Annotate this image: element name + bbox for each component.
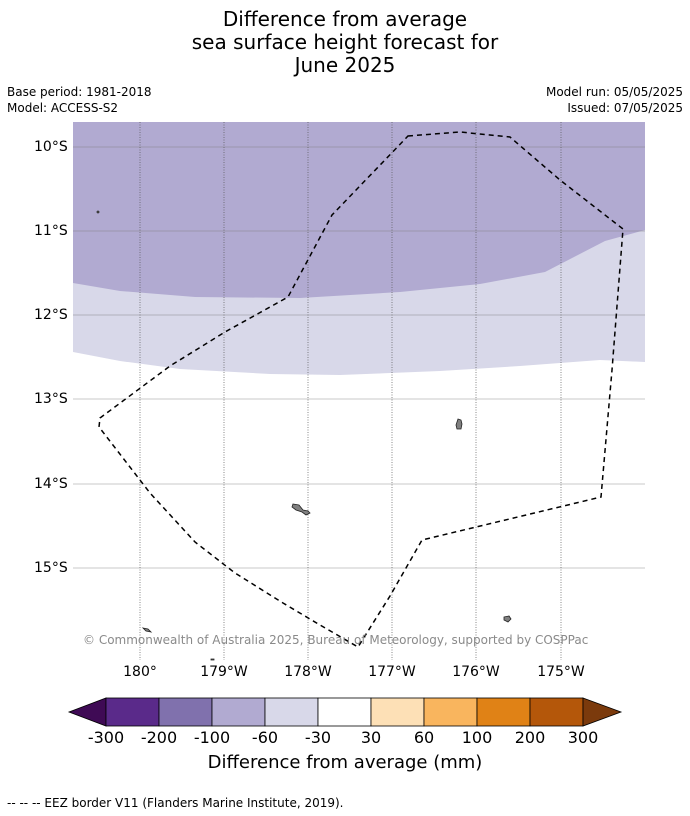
colorbar-bin-3 xyxy=(211,697,266,727)
colorbar-tick-label: -30 xyxy=(304,728,332,747)
island-northwest xyxy=(96,210,100,214)
lon-label-176w: 176°W xyxy=(452,664,500,680)
latitude-gridlines xyxy=(73,146,645,569)
colorbar-bin-2 xyxy=(158,697,213,727)
lavender-band xyxy=(73,122,645,298)
lon-label-175w: 175°W xyxy=(537,664,585,680)
colorbar-bin-9 xyxy=(529,697,584,727)
colorbar-tick-label: 300 xyxy=(567,728,599,747)
island-southeast xyxy=(503,615,512,623)
model-info: Base period: 1981-2018 Model: ACCESS-S2 xyxy=(7,84,152,116)
colorbar-tick-label: -300 xyxy=(87,728,125,747)
lat-label-11s: 11°S xyxy=(34,223,68,239)
eez-footnote: -- -- -- EEZ border V11 (Flanders Marine… xyxy=(7,796,344,810)
copyright-notice: © Commonwealth of Australia 2025, Bureau… xyxy=(83,633,589,647)
lon-label-177w: 177°W xyxy=(368,664,416,680)
run-info: Model run: 05/05/2025 Issued: 07/05/2025 xyxy=(546,84,683,116)
island-south xyxy=(210,658,215,661)
colorbar-tick-label: -200 xyxy=(140,728,178,747)
island-east xyxy=(455,418,463,430)
colorbar-tick-label: 100 xyxy=(461,728,493,747)
title-line-2: sea surface height forecast for xyxy=(191,30,499,54)
lat-label-14s: 14°S xyxy=(34,476,68,492)
issued-date-text: Issued: 07/05/2025 xyxy=(567,101,683,115)
island-central xyxy=(291,503,311,516)
title-line-3: June 2025 xyxy=(294,53,396,77)
colorbar-tick-label: 60 xyxy=(413,728,435,747)
lon-label-179w: 179°W xyxy=(200,664,248,680)
colorbar-tick-label: 200 xyxy=(514,728,546,747)
colorbar xyxy=(67,697,623,727)
colorbar-bin-5 xyxy=(317,697,372,727)
map-title: Difference from average sea surface heig… xyxy=(0,8,690,77)
lat-label-10s: 10°S xyxy=(34,139,68,155)
island-southwest xyxy=(141,627,153,633)
model-name-text: Model: ACCESS-S2 xyxy=(7,101,119,115)
colorbar-bin-7 xyxy=(423,697,478,727)
colorbar-tick-label: 30 xyxy=(360,728,382,747)
eez-border xyxy=(98,131,624,649)
lon-label-178w: 178°W xyxy=(284,664,332,680)
colorbar-bin-6 xyxy=(370,697,425,727)
lat-label-13s: 13°S xyxy=(34,391,68,407)
base-period-text: Base period: 1981-2018 xyxy=(7,85,152,99)
colorbar-min-extension xyxy=(67,697,107,727)
lat-label-12s: 12°S xyxy=(34,307,68,323)
islands xyxy=(96,210,512,661)
colorbar-tick-label: -100 xyxy=(193,728,231,747)
colorbar-max-extension xyxy=(582,697,623,727)
longitude-gridlines xyxy=(139,122,562,660)
title-line-1: Difference from average xyxy=(222,7,468,31)
lat-label-15s: 15°S xyxy=(34,560,68,576)
colorbar-tick-label: -60 xyxy=(251,728,279,747)
colorbar-bin-8 xyxy=(476,697,531,727)
colorbar-bin-4 xyxy=(264,697,319,727)
colorbar-bin-1 xyxy=(105,697,160,727)
lon-label-180: 180° xyxy=(123,664,157,680)
colorbar-title: Difference from average (mm) xyxy=(207,752,483,773)
model-run-text: Model run: 05/05/2025 xyxy=(545,85,683,99)
